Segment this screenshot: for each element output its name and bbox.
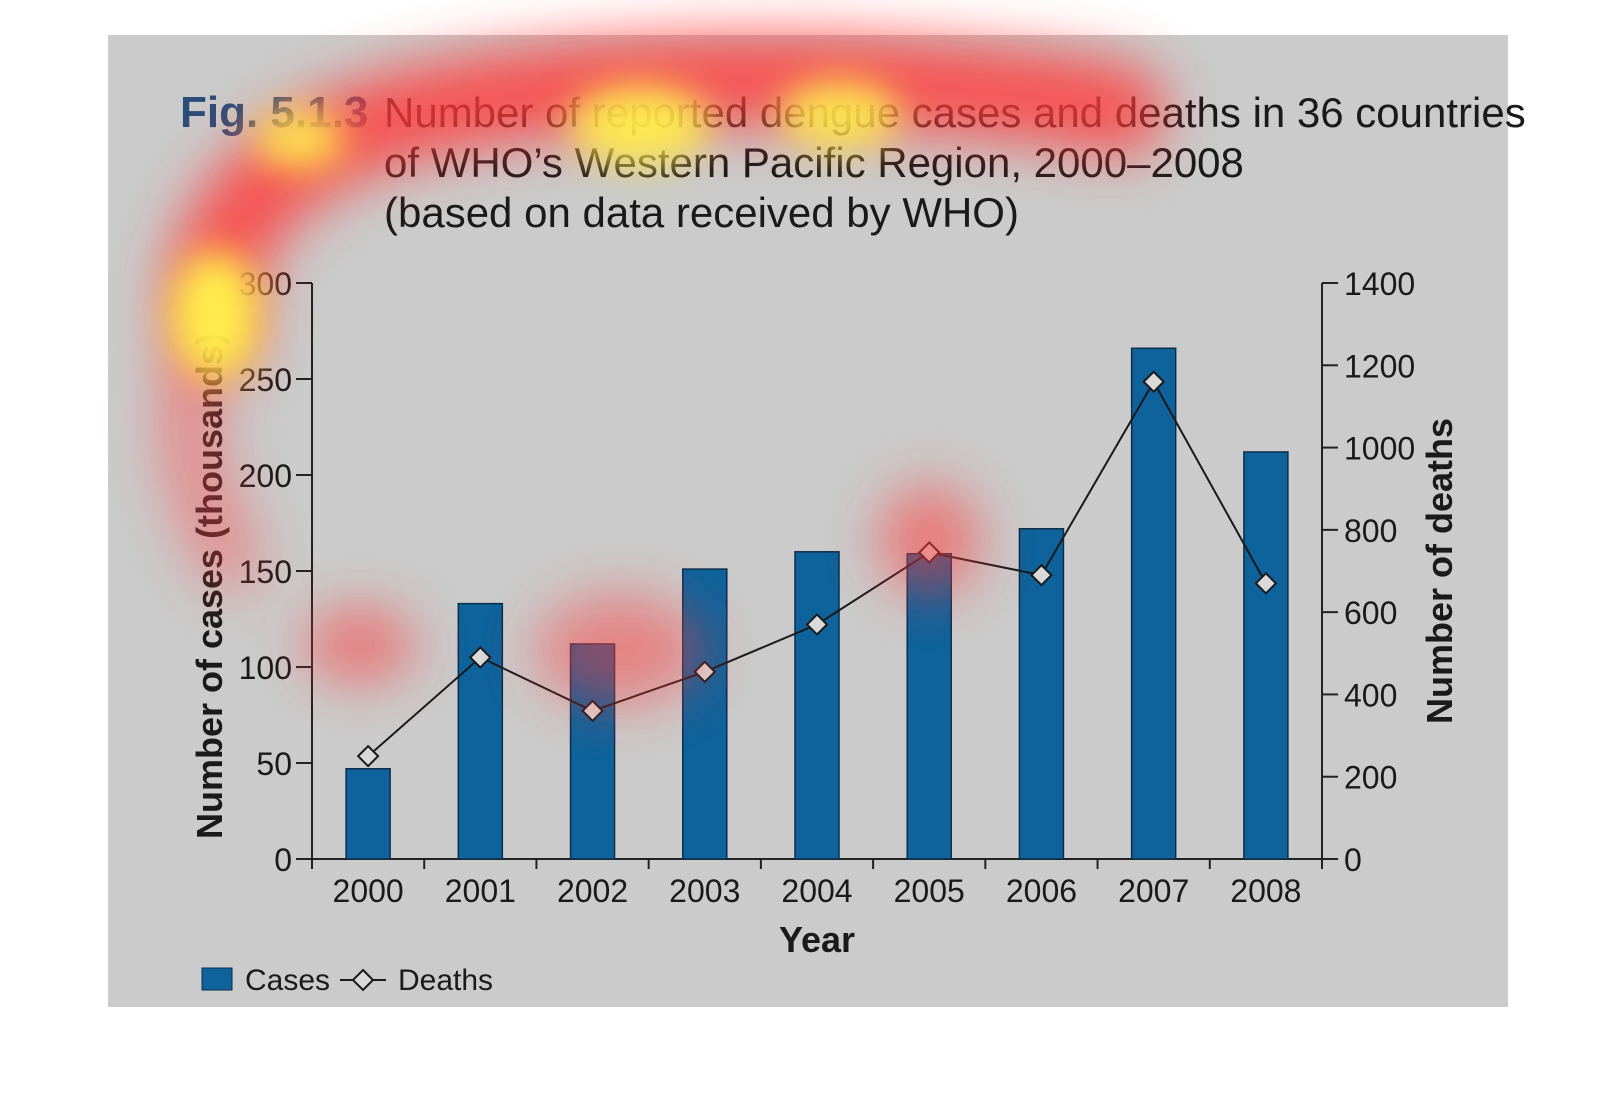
left-tick-label: 50 [256, 746, 292, 782]
right-tick-label: 800 [1344, 513, 1397, 549]
right-tick-label: 400 [1344, 677, 1397, 713]
left-axis-title: Number of cases (thousands) [189, 333, 230, 839]
bar-cases-2002 [569, 643, 616, 860]
right-tick-label: 200 [1344, 760, 1397, 796]
x-tick-label: 2002 [557, 873, 628, 909]
legend-cases-swatch [201, 967, 233, 991]
left-tick-label: 250 [239, 362, 292, 398]
legend-deaths-label: Deaths [398, 964, 493, 997]
deaths-marker-2001 [468, 645, 492, 669]
bar-cases-2005 [906, 552, 952, 860]
x-tick-label: 2005 [894, 873, 965, 909]
right-tick-label: 1000 [1344, 431, 1415, 467]
right-tick-label: 0 [1344, 842, 1362, 878]
x-tick-label: 2003 [669, 873, 740, 909]
legend-deaths-marker [351, 968, 375, 992]
deaths-marker-2008 [1254, 571, 1278, 595]
left-tick-label: 300 [239, 266, 292, 302]
deaths-marker-2004 [805, 613, 829, 636]
bar-cases-2004 [794, 551, 840, 860]
bars [345, 347, 1289, 860]
legend-cases-label: Cases [245, 964, 330, 997]
x-tick-label: 2001 [445, 873, 516, 909]
left-tick-label: 200 [239, 458, 292, 494]
legend: Cases Deaths [201, 964, 493, 997]
x-tick-label: 2004 [781, 873, 852, 909]
deaths-marker-2000 [356, 744, 380, 768]
x-tick-label: 2007 [1118, 873, 1189, 909]
deaths-marker-2002 [581, 699, 604, 723]
left-tick-label: 150 [239, 554, 292, 590]
deaths-marker-2007 [1142, 370, 1166, 394]
bar-cases-2001 [457, 602, 504, 860]
x-axis-title: Year [779, 919, 855, 960]
bar-cases-2007 [1130, 347, 1177, 860]
x-tick-label: 2008 [1230, 873, 1301, 909]
left-tick-label: 0 [274, 842, 292, 878]
right-axis-title: Number of deaths [1419, 418, 1460, 724]
bar-cases-2008 [1243, 451, 1289, 860]
right-tick-label: 1400 [1344, 266, 1415, 302]
right-tick-label: 600 [1344, 595, 1397, 631]
deaths-marker-2006 [1030, 563, 1053, 587]
left-tick-label: 100 [239, 650, 292, 686]
x-tick-label: 2000 [333, 873, 404, 909]
x-tick-label: 2006 [1006, 873, 1077, 909]
bar-cases-2000 [345, 768, 391, 860]
bar-cases-2003 [682, 568, 728, 860]
right-tick-label: 1200 [1344, 348, 1415, 384]
